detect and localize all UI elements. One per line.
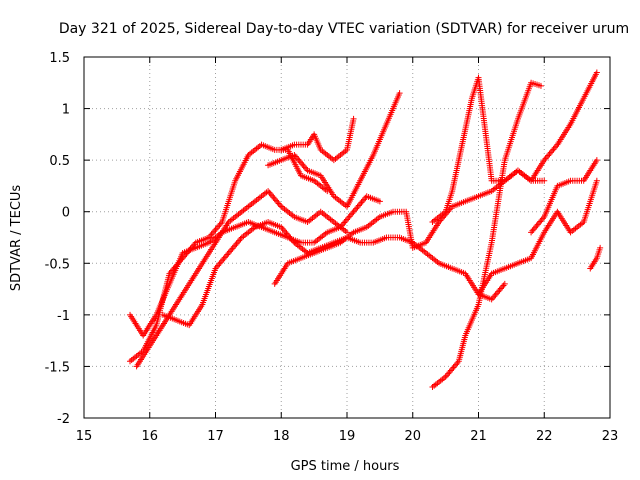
data-point <box>350 115 357 122</box>
y-tick-label: -1.5 <box>45 360 70 375</box>
series-arc-j <box>475 177 600 298</box>
data-point <box>597 244 604 251</box>
x-tick-label: 21 <box>470 429 487 444</box>
series-arc-b <box>133 188 350 370</box>
data-point <box>376 198 383 205</box>
series-arc-l <box>587 244 604 272</box>
x-tick-label: 23 <box>602 429 619 444</box>
series-arc-f <box>265 90 403 210</box>
y-tick-label: 0 <box>62 206 70 221</box>
data-point <box>501 280 508 287</box>
series-arc-i <box>429 79 544 391</box>
y-tick-label: -0.5 <box>45 257 70 272</box>
data-point <box>344 229 350 236</box>
data-point <box>537 82 544 89</box>
x-axis-label: GPS time / hours <box>291 459 400 474</box>
series-arc-h <box>429 69 600 226</box>
chart-title: Day 321 of 2025, Sidereal Day-to-day VTE… <box>59 21 629 37</box>
data-point <box>593 157 600 164</box>
y-tick-label: 1 <box>62 103 70 118</box>
x-tick-label: 19 <box>339 429 356 444</box>
x-tick-label: 22 <box>536 429 553 444</box>
data-point <box>593 69 600 76</box>
data-point <box>541 177 548 184</box>
y-tick-label: -1 <box>57 309 70 324</box>
data-marks <box>127 69 604 391</box>
x-tick-label: 15 <box>76 429 93 444</box>
axis-ticks: 15 16 17 18 19 20 21 22 23 -2 -1.5 -1 -0.5 0 0.5 1 1.5 <box>45 51 619 444</box>
series-arc-g <box>278 115 357 164</box>
data-point <box>396 90 403 97</box>
y-tick-label: 1.5 <box>49 51 70 66</box>
series-arc-k <box>528 157 600 236</box>
y-axis-label: SDTVAR / TECUs <box>9 185 24 292</box>
y-tick-label: -2 <box>57 412 70 427</box>
x-tick-label: 17 <box>207 429 224 444</box>
x-tick-label: 18 <box>273 429 290 444</box>
series-arc-c <box>127 193 383 339</box>
y-tick-label: 0.5 <box>49 154 70 169</box>
data-point <box>593 177 600 184</box>
x-tick-label: 16 <box>141 429 158 444</box>
x-tick-label: 20 <box>404 429 421 444</box>
